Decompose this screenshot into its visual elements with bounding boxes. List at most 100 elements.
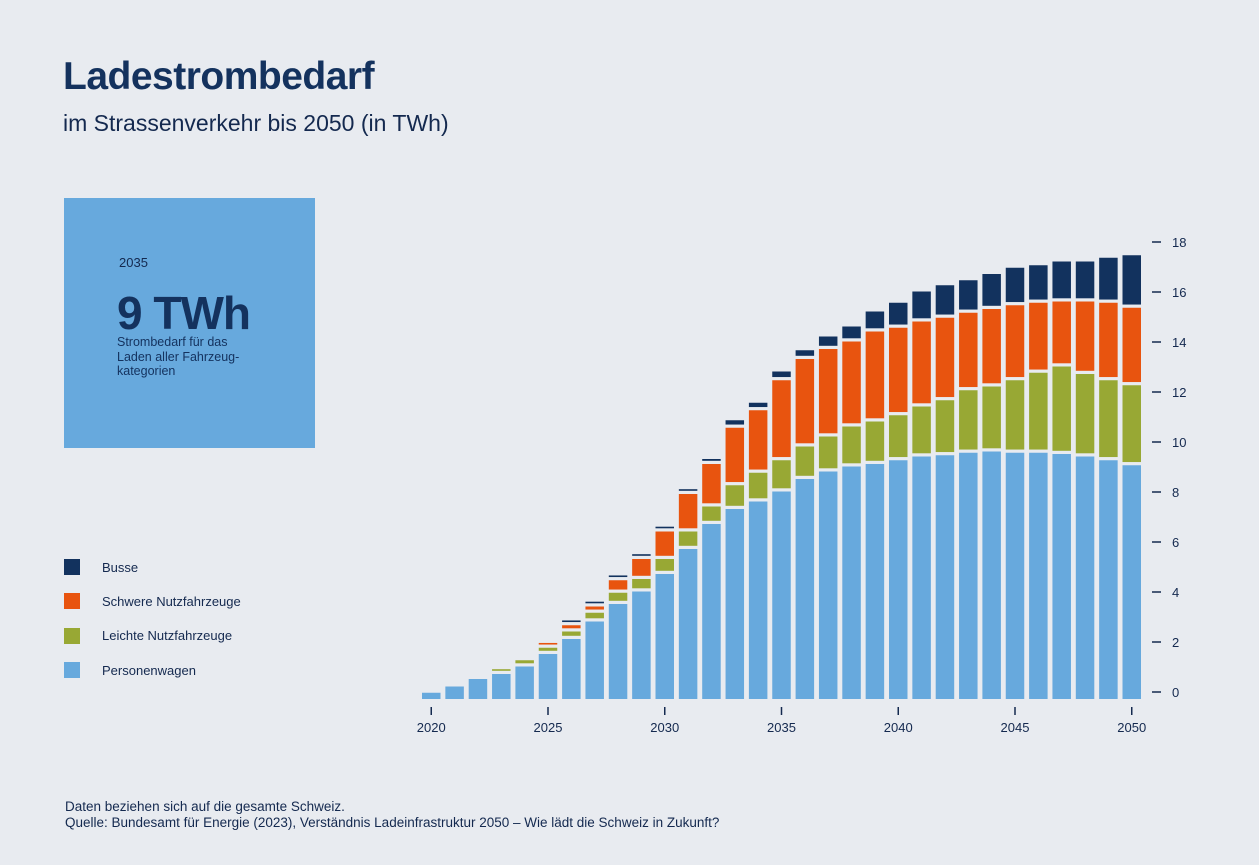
bar-personenwagen-2023 [492,674,511,699]
bar-leichte-nutzfahrzeuge-2037 [818,436,838,469]
bar-schwere-nutzfahrzeuge-2033 [725,427,745,483]
bar-personenwagen-2031 [678,549,698,699]
bar-busse-2050 [1122,255,1141,305]
y-tick-label: 4 [1172,585,1179,600]
bar-busse-2044 [982,274,1001,306]
bar-leichte-nutzfahrzeuge-2049 [1099,380,1118,458]
legend-label: Leichte Nutzfahrzeuge [102,628,233,644]
bar-stack-2050 [1122,255,1141,699]
bar-personenwagen-2049 [1099,460,1118,699]
bar-leichte-nutzfahrzeuge-2027 [585,612,604,619]
bar-stack-2044 [982,274,1001,699]
y-tick-label: 10 [1172,435,1186,450]
bar-schwere-nutzfahrzeuge-2040 [889,327,908,413]
y-tick-label: 16 [1172,285,1186,300]
bar-personenwagen-2028 [608,604,628,699]
kpi-value: 9 TWh [117,287,251,339]
bar-schwere-nutzfahrzeuge-2035 [772,380,791,458]
y-tick-label: 0 [1172,685,1179,700]
bar-personenwagen-2046 [1029,452,1048,699]
bar-busse-2040 [889,302,908,325]
bar-schwere-nutzfahrzeuge-2029 [632,559,651,576]
kpi-description: Strombedarf für das Laden aller Fahrzeug… [117,335,267,379]
bar-stack-2029 [632,554,651,699]
bar-stack-2043 [959,280,978,699]
bar-busse-2047 [1052,261,1071,299]
bar-schwere-nutzfahrzeuge-2028 [608,580,628,590]
bar-personenwagen-2029 [632,591,651,699]
legend-swatch-icon [64,662,80,679]
bar-busse-2038 [842,326,861,339]
x-tick-label: 2045 [1001,720,1030,735]
bar-leichte-nutzfahrzeuge-2043 [959,390,978,450]
bar-schwere-nutzfahrzeuge-2050 [1122,307,1141,383]
bar-schwere-nutzfahrzeuge-2045 [1005,305,1025,378]
bar-busse-2045 [1005,267,1025,303]
bar-schwere-nutzfahrzeuge-2031 [678,494,698,529]
bar-personenwagen-2035 [772,491,791,699]
bar-stack-2041 [912,291,931,699]
bar-schwere-nutzfahrzeuge-2025 [538,642,558,645]
bar-schwere-nutzfahrzeuge-2047 [1052,301,1071,364]
bar-personenwagen-2050 [1122,465,1141,699]
bar-stack-2028 [608,575,628,699]
bar-schwere-nutzfahrzeuge-2044 [982,309,1001,384]
bar-schwere-nutzfahrzeuge-2032 [702,464,721,504]
y-tick-label: 14 [1172,335,1186,350]
bar-schwere-nutzfahrzeuge-2042 [935,317,955,398]
bar-stack-2042 [935,285,955,699]
bar-schwere-nutzfahrzeuge-2026 [562,625,581,629]
bar-personenwagen-2033 [725,509,745,699]
bar-schwere-nutzfahrzeuge-2037 [818,349,838,434]
bar-stack-2046 [1029,265,1048,699]
bar-leichte-nutzfahrzeuge-2035 [772,460,791,489]
bar-schwere-nutzfahrzeuge-2048 [1075,301,1095,371]
legend-item-leichte-nutzfahrzeuge: Leichte Nutzfahrzeuge [64,619,241,653]
kpi-description-line: Strombedarf für das [117,335,228,349]
legend-swatch-icon [64,593,80,610]
bar-personenwagen-2026 [562,639,581,699]
legend-item-personenwagen: Personenwagen [64,653,241,687]
bar-personenwagen-2045 [1005,452,1025,699]
x-tick-label: 2020 [417,720,446,735]
y-tick-label: 12 [1172,385,1186,400]
bar-leichte-nutzfahrzeuge-2047 [1052,366,1071,451]
bar-leichte-nutzfahrzeuge-2045 [1005,380,1025,450]
bar-stack-2047 [1052,261,1071,699]
bar-personenwagen-2038 [842,466,861,699]
bar-leichte-nutzfahrzeuge-2032 [702,506,721,521]
bar-schwere-nutzfahrzeuge-2049 [1099,302,1118,378]
bar-leichte-nutzfahrzeuge-2041 [912,406,931,454]
bar-leichte-nutzfahrzeuge-2040 [889,415,908,458]
bar-busse-2042 [935,285,955,315]
bar-stack-2024 [515,660,534,699]
bar-busse-2039 [865,311,885,329]
bar-personenwagen-2032 [702,524,721,699]
bar-leichte-nutzfahrzeuge-2023 [492,669,511,671]
bar-stack-2033 [725,420,745,699]
bar-personenwagen-2027 [585,621,604,699]
kpi-description-line: kategorien [117,364,176,378]
bar-schwere-nutzfahrzeuge-2043 [959,312,978,388]
x-tick-label: 2035 [767,720,796,735]
bar-leichte-nutzfahrzeuge-2038 [842,426,861,464]
bar-stack-2035 [772,371,791,699]
bar-personenwagen-2042 [935,455,955,699]
bar-schwere-nutzfahrzeuge-2034 [748,410,768,470]
bar-busse-2046 [1029,265,1048,300]
bar-schwere-nutzfahrzeuge-2046 [1029,302,1048,370]
bar-schwere-nutzfahrzeuge-2030 [655,531,674,556]
bar-stack-2039 [865,311,885,699]
bar-personenwagen-2040 [889,460,908,699]
bar-stack-2037 [818,336,838,699]
bar-busse-2031 [678,489,698,491]
bar-personenwagen-2022 [468,679,488,699]
bar-stack-2025 [538,642,558,699]
bar-schwere-nutzfahrzeuge-2041 [912,321,931,404]
chart-subtitle: im Strassenverkehr bis 2050 (in TWh) [63,110,449,136]
bar-stack-2038 [842,326,861,699]
legend-item-schwere-nutzfahrzeuge: Schwere Nutzfahrzeuge [64,584,241,618]
bar-stack-2021 [445,686,464,699]
bar-personenwagen-2047 [1052,454,1071,699]
bar-busse-2043 [959,280,978,310]
